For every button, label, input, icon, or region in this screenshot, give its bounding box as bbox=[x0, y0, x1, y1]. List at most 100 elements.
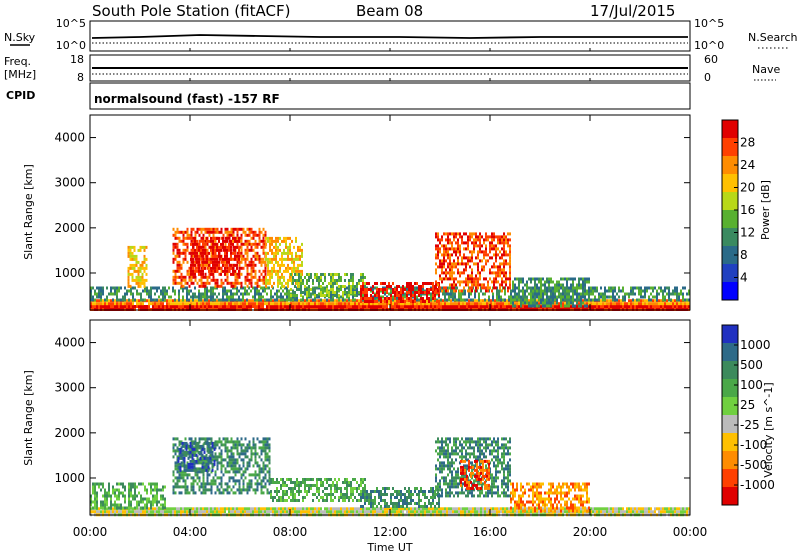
power-cell bbox=[273, 263, 275, 267]
power-cell bbox=[158, 299, 160, 303]
power-cell bbox=[398, 297, 400, 300]
power-cell bbox=[236, 272, 239, 276]
power-cell bbox=[470, 298, 472, 302]
power-cell bbox=[612, 305, 614, 308]
power-cell bbox=[216, 236, 218, 240]
power-cell bbox=[196, 251, 198, 255]
power-cell bbox=[684, 298, 686, 302]
power-cell bbox=[160, 305, 162, 308]
power-cell bbox=[226, 275, 229, 279]
velocity-cell bbox=[196, 507, 198, 511]
velocity-cell bbox=[456, 507, 458, 511]
power-cell bbox=[528, 304, 530, 308]
power-cell bbox=[474, 305, 476, 308]
power-cell bbox=[301, 269, 303, 273]
power-cell bbox=[222, 260, 225, 264]
power-cell bbox=[260, 245, 263, 249]
power-cell bbox=[338, 279, 340, 282]
velocity-cell bbox=[348, 510, 350, 514]
power-cell bbox=[348, 305, 350, 308]
power-cell bbox=[360, 294, 362, 297]
power-cell bbox=[672, 299, 674, 303]
power-cell bbox=[192, 263, 194, 267]
power-cell bbox=[264, 286, 266, 290]
velocity-cell bbox=[272, 507, 274, 511]
power-cell bbox=[269, 248, 271, 252]
power-cell bbox=[226, 278, 229, 282]
power-cell bbox=[384, 297, 386, 300]
power-cell bbox=[100, 286, 102, 290]
velocity-cell bbox=[428, 510, 430, 514]
power-cell bbox=[133, 263, 136, 267]
velocity-cell bbox=[310, 507, 312, 511]
velocity-cell bbox=[462, 507, 464, 511]
power-cell bbox=[308, 276, 310, 279]
power-cell bbox=[262, 299, 264, 303]
power-cell bbox=[443, 271, 445, 275]
power-cell bbox=[418, 302, 420, 306]
power-cell bbox=[206, 230, 209, 234]
power-cell bbox=[254, 275, 257, 279]
power-cell bbox=[658, 305, 660, 308]
power-cell bbox=[202, 245, 205, 249]
power-cell bbox=[462, 302, 464, 306]
power-cell bbox=[236, 239, 238, 243]
power-cell bbox=[170, 295, 172, 299]
power-cell bbox=[437, 247, 439, 251]
power-cell bbox=[130, 305, 132, 308]
power-cell bbox=[172, 245, 175, 249]
power-cell bbox=[114, 299, 116, 303]
power-cell bbox=[522, 289, 524, 293]
power-cell bbox=[688, 292, 690, 296]
power-cell bbox=[244, 286, 246, 290]
velocity-cell bbox=[554, 507, 556, 511]
power-cell bbox=[137, 281, 140, 285]
power-cell bbox=[295, 269, 297, 273]
power-cell bbox=[485, 244, 487, 248]
power-cell bbox=[364, 294, 366, 297]
power-cell bbox=[127, 248, 130, 252]
power-cell bbox=[493, 265, 495, 269]
power-cell bbox=[439, 250, 441, 254]
power-cell bbox=[444, 295, 446, 299]
power-cell bbox=[240, 284, 243, 288]
power-cell bbox=[172, 281, 175, 285]
velocity-cell bbox=[102, 510, 104, 514]
power-cell bbox=[344, 302, 346, 306]
power-cell bbox=[560, 301, 562, 305]
power-cell bbox=[152, 286, 154, 290]
velocity-cell bbox=[170, 510, 172, 514]
power-cell bbox=[396, 294, 398, 297]
velocity-cell bbox=[484, 507, 486, 511]
power-cell bbox=[204, 292, 206, 296]
power-cell bbox=[350, 302, 352, 306]
power-cell bbox=[354, 305, 356, 308]
power-cell bbox=[471, 241, 473, 245]
power-cell bbox=[410, 297, 412, 300]
power-cell bbox=[455, 283, 457, 287]
power-cell bbox=[282, 302, 284, 306]
power-cell bbox=[448, 302, 450, 306]
power-cell bbox=[514, 286, 516, 290]
power-cell bbox=[176, 251, 179, 255]
power-cell bbox=[445, 238, 447, 242]
power-cell bbox=[445, 277, 447, 281]
velocity-cell bbox=[406, 507, 408, 511]
power-cell bbox=[550, 289, 552, 293]
power-cell bbox=[682, 302, 684, 306]
power-cell bbox=[444, 302, 446, 306]
power-cell bbox=[400, 291, 402, 294]
power-cell bbox=[509, 271, 511, 275]
power-cell bbox=[200, 305, 202, 308]
power-cell bbox=[510, 292, 512, 296]
power-cell bbox=[526, 289, 528, 293]
velocity-cell bbox=[350, 510, 352, 514]
power-cell bbox=[528, 286, 530, 290]
power-cell bbox=[176, 269, 179, 273]
power-cell bbox=[392, 302, 394, 306]
power-cell bbox=[202, 284, 205, 288]
power-cell bbox=[132, 286, 134, 290]
power-cell bbox=[586, 298, 588, 302]
power-cell bbox=[304, 292, 306, 296]
velocity-cell bbox=[168, 507, 170, 511]
